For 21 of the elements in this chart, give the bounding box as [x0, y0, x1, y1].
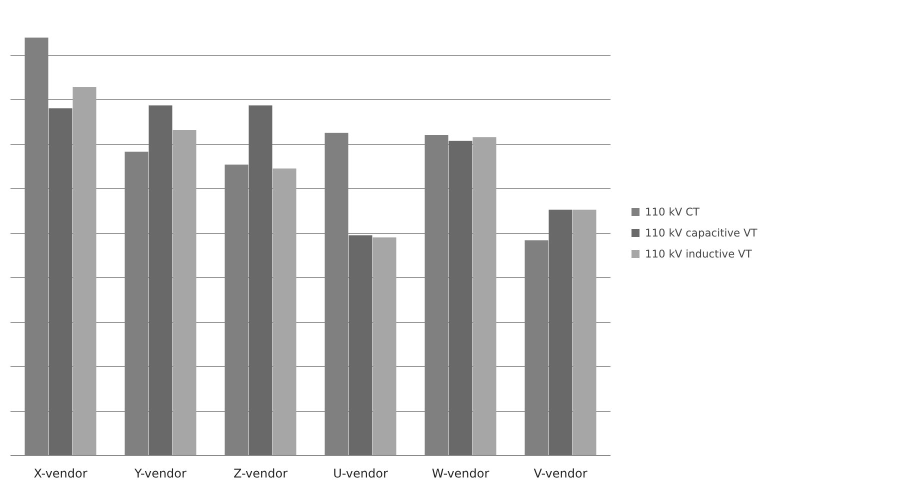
bar: [548, 210, 572, 456]
bar: [172, 130, 196, 456]
bar: [272, 168, 296, 456]
bar: [572, 210, 596, 456]
bar: [48, 108, 72, 456]
bar: [248, 105, 272, 456]
bar: [372, 237, 396, 456]
legend-label: 110 kV capacitive VT: [645, 226, 758, 239]
bar: [72, 86, 96, 456]
x-tick-label: Y-vendor: [134, 466, 187, 480]
x-tick-label: Z-vendor: [234, 466, 288, 480]
x-tick-label: V-vendor: [534, 466, 588, 480]
legend-label: 110 kV inductive VT: [645, 247, 752, 260]
legend-label: 110 kV CT: [645, 205, 700, 218]
bar: [448, 140, 472, 456]
bar: [472, 137, 496, 456]
x-tick-label: W-vendor: [432, 466, 490, 480]
x-tick-label: X-vendor: [34, 466, 88, 480]
x-tick-label: U-vendor: [333, 466, 388, 480]
bar: [348, 235, 372, 456]
bar: [148, 105, 172, 456]
